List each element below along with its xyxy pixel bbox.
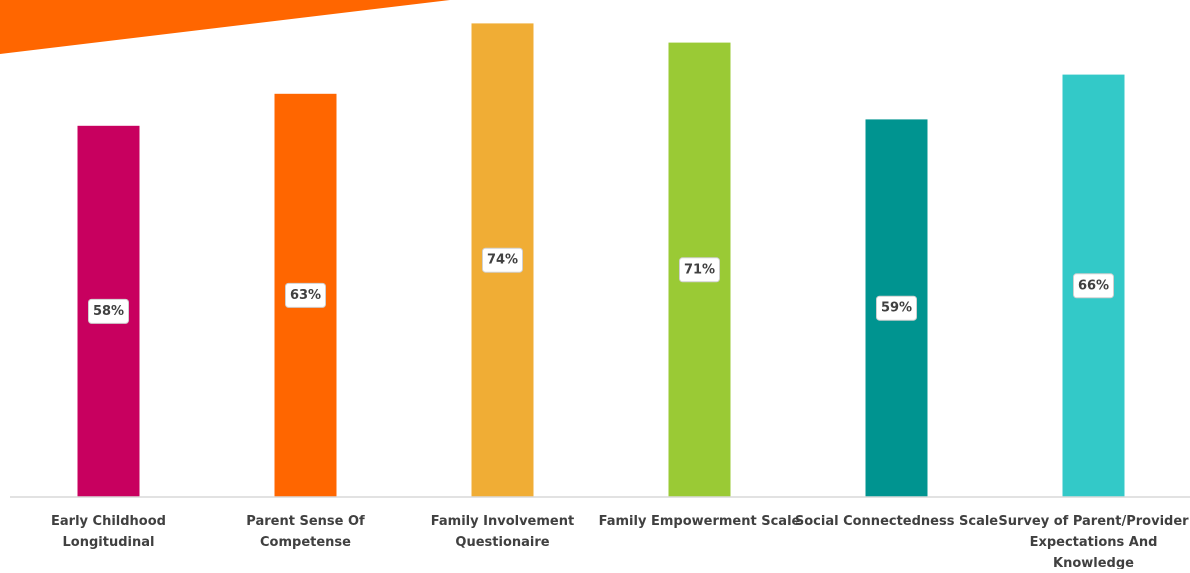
data-label: 58% <box>93 304 124 319</box>
category-label-line: Early Childhood <box>51 514 166 529</box>
category-label-line: Family Empowerment Scale <box>599 514 801 529</box>
category-label: Family Empowerment Scale <box>599 514 801 529</box>
data-label-box <box>876 295 917 321</box>
category-label-line: Competense <box>260 535 351 550</box>
category-label-line: Longitudinal <box>63 535 155 550</box>
bars-layer <box>77 23 1125 498</box>
category-label-line: Questionaire <box>455 535 549 550</box>
data-label-box <box>1073 273 1114 299</box>
category-label-line: Family Involvement <box>431 514 574 529</box>
data-labels-layer: 58% 63% 74% 71% 59% 66% <box>88 247 1114 324</box>
corner-accent-decoration <box>0 0 450 54</box>
category-label: Social Connectedness Scale <box>795 514 998 529</box>
data-label-box <box>285 282 326 308</box>
data-label: 59% <box>881 301 912 316</box>
category-label-line: Expectations And <box>1030 535 1158 550</box>
category-labels-layer: Early Childhood Longitudinal Parent Sense … <box>51 514 1189 571</box>
data-label: 63% <box>290 288 321 303</box>
data-label-box <box>679 257 720 283</box>
category-label: Survey of Parent/Provider Expectations An… <box>998 514 1189 569</box>
data-label: 71% <box>684 262 715 277</box>
category-label-line: Social Connectedness Scale <box>795 514 998 529</box>
category-label: Early Childhood Longitudinal <box>51 514 166 550</box>
data-label: 66% <box>1078 278 1109 293</box>
category-label-line: Parent Sense Of <box>246 514 365 529</box>
data-label-box <box>482 247 523 273</box>
category-label-line: Survey of Parent/Provider <box>998 514 1189 529</box>
category-label-line: Knowledge <box>1053 556 1134 569</box>
category-label: Family Involvement Questionaire <box>431 514 574 550</box>
category-label: Parent Sense Of Competense <box>246 514 365 550</box>
data-label: 74% <box>487 253 518 268</box>
data-label-box <box>88 298 129 324</box>
